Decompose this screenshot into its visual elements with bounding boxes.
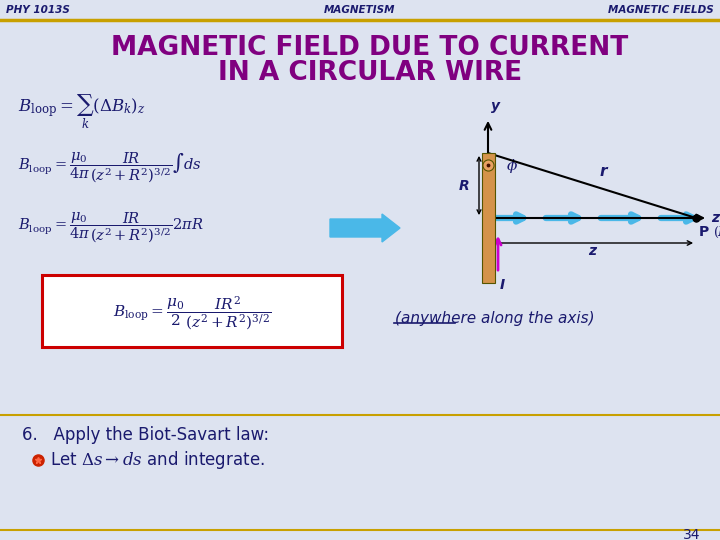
Text: (anywhere along the axis): (anywhere along the axis) — [395, 310, 595, 326]
Text: $B_{\mathrm{loop}} = \dfrac{\mu_0}{4\pi} \dfrac{IR}{(z^2 + R^2)^{3/2}} 2\pi R$: $B_{\mathrm{loop}} = \dfrac{\mu_0}{4\pi}… — [18, 211, 204, 245]
Bar — [42, 275, 342, 347]
Text: MAGNETIC FIELD DUE TO CURRENT: MAGNETIC FIELD DUE TO CURRENT — [112, 35, 629, 61]
Text: $B_{\mathrm{loop}} = \dfrac{\mu_0}{2} \dfrac{IR^2}{(z^2 + R^2)^{3/2}}$: $B_{\mathrm{loop}} = \dfrac{\mu_0}{2} \d… — [113, 294, 271, 332]
FancyArrowPatch shape — [546, 214, 578, 221]
Text: $(B_k)_z$: $(B_k)_z$ — [713, 225, 720, 240]
Text: MAGNETIC FIELDS: MAGNETIC FIELDS — [608, 5, 714, 15]
FancyArrowPatch shape — [496, 214, 523, 221]
Text: $B_{\mathrm{loop}} = \sum_k (\Delta B_k)_z$: $B_{\mathrm{loop}} = \sum_k (\Delta B_k)… — [18, 93, 145, 131]
Text: R: R — [459, 179, 469, 193]
Text: P: P — [699, 225, 709, 239]
Text: MAGNETISM: MAGNETISM — [324, 5, 396, 15]
Text: PHY 1013S: PHY 1013S — [6, 5, 70, 15]
Text: y: y — [491, 99, 500, 113]
Text: z: z — [588, 244, 596, 258]
FancyArrow shape — [330, 214, 400, 242]
Text: $B_{\mathrm{loop}} = \dfrac{\mu_0}{4\pi} \dfrac{IR}{(z^2 + R^2)^{3/2}} \int ds$: $B_{\mathrm{loop}} = \dfrac{\mu_0}{4\pi}… — [18, 151, 202, 185]
Text: Let $\Delta s \rightarrow ds$ and integrate.: Let $\Delta s \rightarrow ds$ and integr… — [50, 449, 265, 471]
Text: I: I — [500, 278, 505, 292]
Bar — [482, 153, 495, 283]
Text: IN A CIRCULAR WIRE: IN A CIRCULAR WIRE — [218, 60, 522, 86]
Text: r: r — [600, 164, 608, 179]
Text: 6.   Apply the Biot-Savart law:: 6. Apply the Biot-Savart law: — [22, 426, 269, 444]
Text: z: z — [711, 211, 719, 225]
Text: 34: 34 — [683, 528, 700, 540]
Text: $\phi$: $\phi$ — [506, 157, 518, 175]
FancyArrowPatch shape — [661, 214, 693, 221]
FancyArrowPatch shape — [600, 214, 638, 221]
